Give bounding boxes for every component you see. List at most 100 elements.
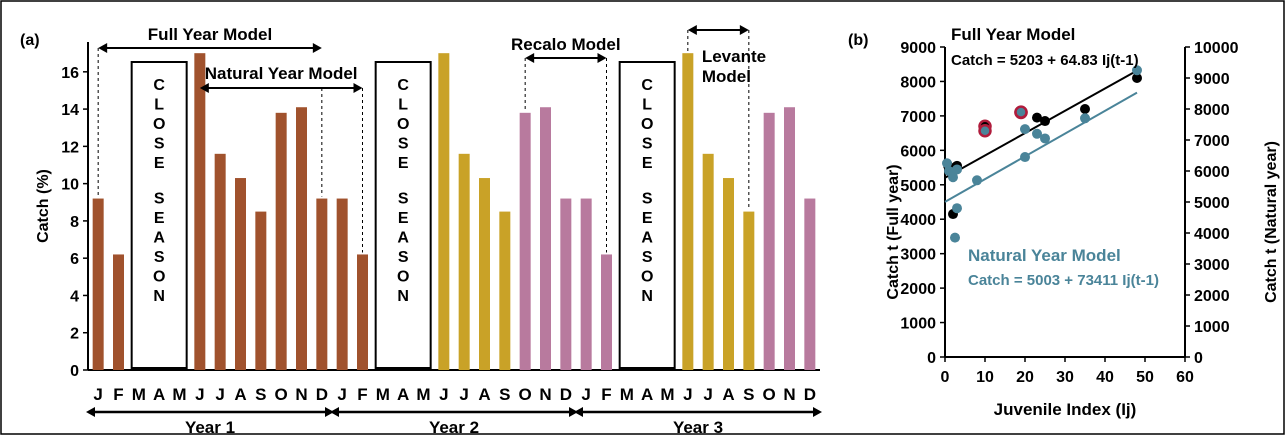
y-tick-label-a: 6 [70, 251, 79, 268]
close-season-letter: O [397, 269, 409, 286]
highlighted-point-ring [1014, 105, 1028, 119]
year-arrow-head-right [325, 407, 334, 417]
bar [499, 211, 511, 370]
x-tick-label-b: 50 [1136, 369, 1154, 386]
scatter-point [952, 203, 962, 214]
x-tick-label-b: 0 [941, 369, 950, 386]
close-season-letter: O [641, 116, 653, 133]
year-label: Year 2 [429, 418, 479, 435]
month-label: S [255, 385, 266, 404]
scatter-point [1020, 152, 1030, 163]
right-tick-label-b: 10000 [1194, 40, 1239, 57]
bar [580, 198, 592, 370]
close-season-letter: E [398, 155, 409, 172]
year-arrow-head-right [569, 407, 578, 417]
month-label: N [295, 385, 307, 404]
right-tick-label-b: 7000 [1194, 133, 1230, 150]
month-label: S [499, 385, 510, 404]
x-tick-label-b: 30 [1056, 369, 1074, 386]
close-season-letter: S [154, 136, 165, 153]
scatter-point [1032, 112, 1042, 123]
scatter-point [1040, 116, 1050, 127]
month-label: D [560, 385, 572, 404]
month-label: N [539, 385, 551, 404]
close-season-letter: E [154, 155, 165, 172]
month-label: J [683, 385, 692, 404]
bar [92, 198, 104, 370]
month-label: O [519, 385, 532, 404]
month-label: J [215, 385, 224, 404]
month-label: M [132, 385, 146, 404]
panel-label-a: (a) [20, 32, 40, 49]
year-arrow-head-left [574, 407, 583, 417]
left-tick-label-b: 0 [927, 350, 936, 367]
close-season-letter: E [642, 210, 653, 227]
close-season-letter: O [641, 269, 653, 286]
x-tick-label-b: 20 [1016, 369, 1034, 386]
scatter-point [1020, 124, 1030, 135]
scatter-point [1016, 107, 1026, 118]
bar [438, 53, 450, 370]
model-arrow-head-right [353, 83, 363, 93]
left-tick-label-b: 7000 [900, 109, 936, 126]
month-label: O [763, 385, 776, 404]
month-label: N [783, 385, 795, 404]
model-label: Levante [702, 47, 766, 66]
close-season-letter: L [154, 97, 164, 114]
series-name: Natural Year Model [968, 246, 1121, 265]
month-label: J [337, 385, 346, 404]
model-arrow-head-left [199, 83, 209, 93]
bar [804, 198, 816, 370]
bar [336, 198, 348, 370]
y-tick-label-a: 2 [70, 326, 79, 343]
close-season-letter: S [398, 136, 409, 153]
series-name: Full Year Model [951, 25, 1075, 44]
month-label: A [234, 385, 246, 404]
bar [519, 112, 531, 371]
close-season-letter: S [642, 191, 653, 208]
right-tick-label-b: 9000 [1194, 71, 1230, 88]
bar [479, 178, 490, 370]
month-label: D [316, 385, 328, 404]
bar [702, 153, 714, 370]
month-label: J [93, 385, 102, 404]
right-tick-label-b: 5000 [1194, 195, 1230, 212]
month-label: J [581, 385, 590, 404]
model-arrow-head-left [98, 43, 108, 53]
year-arrow-head-left [330, 407, 339, 417]
year-arrow-head-left [86, 407, 95, 417]
y-axis-label-a: Catch (%) [35, 169, 52, 243]
model-label: Natural Year Model [205, 64, 358, 83]
right-axis-label-b: Catch t (Natural year) [1263, 141, 1280, 303]
model-label-line2: Model [702, 67, 751, 86]
y-tick-label-a: 12 [61, 139, 79, 156]
month-label: J [439, 385, 448, 404]
bar [113, 254, 124, 370]
close-season-letter: N [153, 288, 165, 305]
panel-a: (a)Catch (%)0246810121416CLOSESEASONCLOS… [20, 25, 822, 435]
bar [296, 107, 307, 371]
x-tick-label-b: 40 [1096, 369, 1114, 386]
scatter-point [1040, 133, 1050, 144]
left-tick-label-b: 8000 [900, 74, 936, 91]
close-season-letter: S [154, 249, 165, 266]
left-tick-label-b: 1000 [900, 316, 936, 333]
left-tick-label-b: 3000 [900, 247, 936, 264]
month-label: J [195, 385, 204, 404]
bar [743, 211, 755, 370]
bar [214, 153, 226, 370]
scatter-point [942, 158, 952, 169]
month-label: A [641, 385, 653, 404]
fit-line [944, 69, 1138, 179]
model-arrow-head-right [597, 53, 607, 63]
panel-b: (b)0100020003000400050006000700080009000… [848, 25, 1280, 419]
month-label: F [601, 385, 611, 404]
model-arrow-head-left [687, 25, 697, 35]
month-label: O [275, 385, 288, 404]
scatter-point [1080, 113, 1090, 124]
x-tick-label-b: 60 [1176, 369, 1194, 386]
scatter-point [1132, 73, 1142, 83]
month-label: J [459, 385, 468, 404]
bar [458, 153, 470, 370]
close-season-letter: A [153, 230, 165, 247]
